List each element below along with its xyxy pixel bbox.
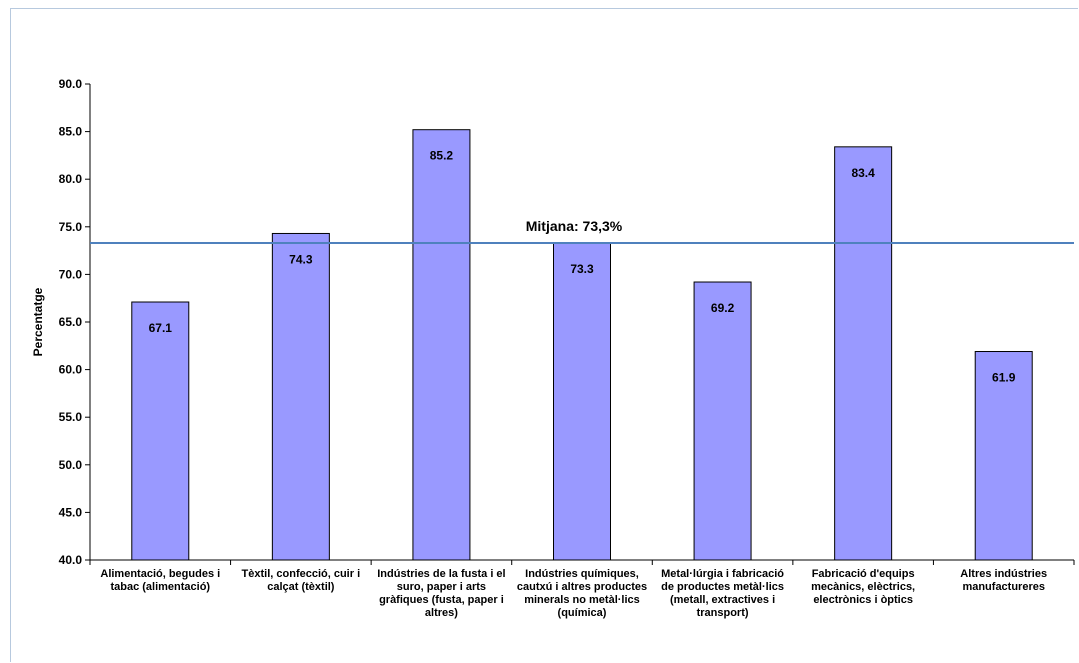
y-tick-label: 65.0 [59,315,83,329]
chart-frame [10,8,1078,662]
x-category-label: Alimentació, begudes i tabac (alimentació… [100,568,220,593]
y-tick-label: 80.0 [59,172,83,186]
x-category-label-line: minerals no metàl·lics [524,594,640,606]
data-label: 74.3 [289,252,313,266]
x-category-label-line: manufactureres [962,581,1045,593]
x-category-label: Tèxtil, confecció, cuir i calçat (tèxtil) [242,568,361,593]
bar [974,351,1033,561]
y-tick-label: 45.0 [59,505,83,519]
data-label: 69.2 [711,301,735,315]
x-category-label-line: electrònics i òptics [813,594,913,606]
x-category-label-line: Indústries químiques, [525,568,639,580]
x-category-label-line: (metall, extractives i [670,594,775,606]
bar [553,242,611,561]
y-tick-label: 70.0 [59,267,83,281]
x-category-label: Fabricació d'equips mecànics, elèctrics, e… [811,568,915,606]
x-category-label: Metal·lúrgia i fabricació de productes me… [661,568,784,619]
y-tick-label: 75.0 [59,220,83,234]
bar [412,129,471,561]
x-category-label-line: Fabricació d'equips [812,568,915,580]
y-tick-label: 60.0 [59,363,83,377]
x-category-label-line: Tèxtil, confecció, cuir i [242,568,361,580]
bar [271,232,330,561]
y-tick-label: 90.0 [59,77,83,91]
bar [131,301,190,561]
y-tick-label: 55.0 [59,410,83,424]
x-category-label: Indústries químiques, cautxú i altres pro… [517,568,647,619]
y-axis-label: Percentatge [31,287,45,356]
x-category-label-line: de productes metàl·lics [661,581,784,593]
data-label: 67.1 [149,321,173,335]
y-tick-label: 85.0 [59,125,83,139]
data-label: 61.9 [992,371,1016,385]
bar [693,281,752,561]
average-label: Mitjana: 73,3% [526,218,623,234]
x-category-label-line: transport) [697,607,749,619]
y-tick-label: 50.0 [59,458,83,472]
x-category-label-line: calçat (tèxtil) [267,581,335,593]
data-label: 83.4 [851,166,875,180]
x-category-label-line: Indústries de la fusta i el [377,568,505,580]
x-category-label-line: tabac (alimentació) [110,581,210,593]
y-tick-label: 40.0 [59,553,83,567]
x-category-label-line: Metal·lúrgia i fabricació [661,568,784,580]
x-category-label-line: altres) [425,607,458,619]
x-category-label-line: mecànics, elèctrics, [811,581,915,593]
x-category-label: Indústries de la fusta i el suro, paper i… [377,568,505,619]
x-category-label-line: gràfiques (fusta, paper i [379,594,504,606]
x-category-label-line: cautxú i altres productes [517,581,647,593]
data-label: 85.2 [430,149,454,163]
x-category-label-line: Alimentació, begudes i [100,568,220,580]
x-category-label: Altres indústries manufactureres [960,568,1047,593]
data-label: 73.3 [570,262,594,276]
x-category-label-line: (química) [558,607,607,619]
x-category-label-line: Altres indústries [960,568,1047,580]
x-category-label-line: suro, paper i arts [397,581,486,593]
bar [834,146,893,561]
